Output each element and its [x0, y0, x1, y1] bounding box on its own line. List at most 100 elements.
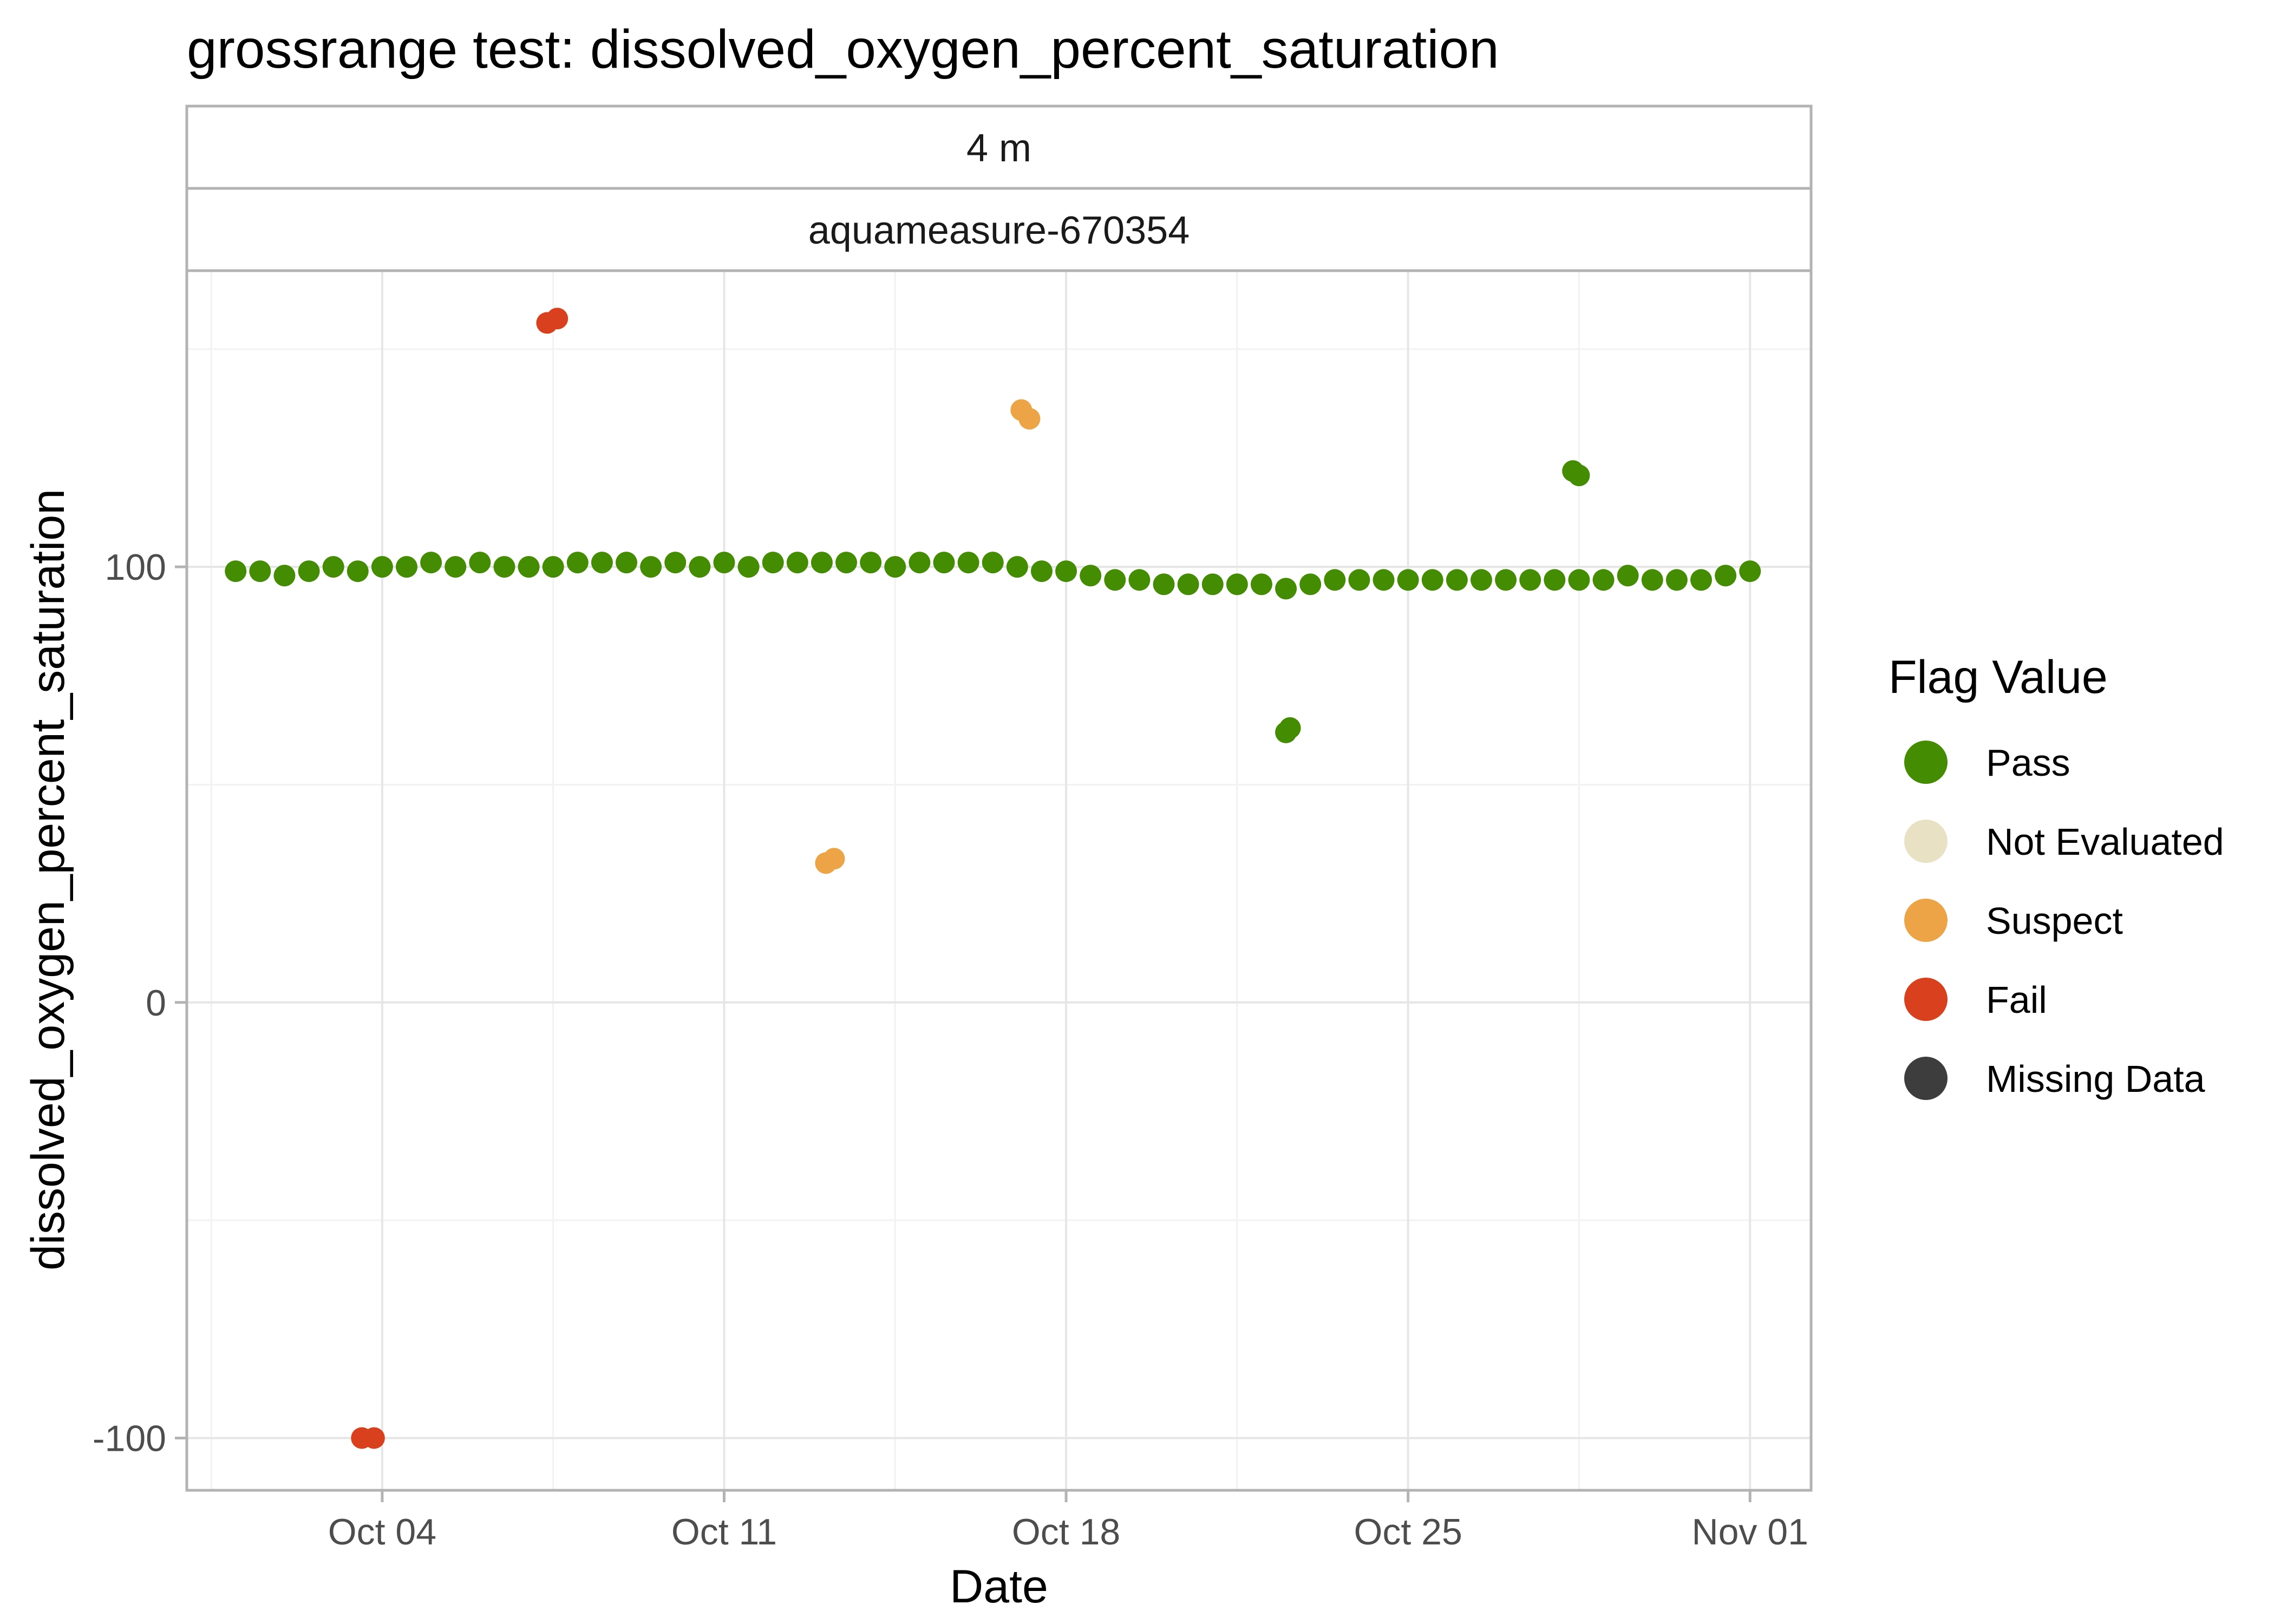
- x-tick-label: Oct 11: [671, 1511, 777, 1553]
- point-pass: [1568, 569, 1590, 591]
- point-pass: [371, 556, 393, 578]
- data-points: [225, 307, 1761, 1449]
- point-pass: [591, 552, 613, 574]
- y-tick-label: 0: [146, 983, 166, 1024]
- point-pass: [1201, 573, 1224, 595]
- legend-label-fail: Fail: [1986, 979, 2047, 1021]
- point-pass: [835, 552, 858, 574]
- point-pass: [1006, 556, 1028, 578]
- point-pass: [713, 552, 735, 574]
- legend-label-missing-data: Missing Data: [1986, 1058, 2205, 1100]
- point-pass: [1617, 565, 1639, 587]
- point-pass: [737, 556, 760, 578]
- x-tick-label: Nov 01: [1691, 1511, 1808, 1553]
- point-pass: [957, 552, 979, 574]
- point-suspect: [823, 848, 845, 870]
- y-tick-label: -100: [93, 1418, 166, 1459]
- point-pass: [1495, 569, 1517, 591]
- point-pass: [1279, 717, 1301, 739]
- point-pass: [1397, 569, 1419, 591]
- point-pass: [1690, 569, 1712, 591]
- x-axis: Oct 04 Oct 11 Oct 18 Oct 25 Nov 01: [328, 1490, 1808, 1553]
- point-pass: [1715, 565, 1737, 587]
- point-pass: [982, 552, 1004, 574]
- legend-label-suspect: Suspect: [1986, 900, 2123, 942]
- point-pass: [469, 552, 491, 574]
- point-pass: [542, 556, 564, 578]
- point-pass: [1055, 560, 1077, 582]
- facet-strip-2-box: [185, 187, 1813, 272]
- point-pass: [1641, 569, 1663, 591]
- point-pass: [1030, 560, 1053, 582]
- y-axis-title: dissolved_oxygen_percent_saturation: [22, 489, 74, 1271]
- x-tick-label: Oct 18: [1012, 1511, 1120, 1553]
- x-axis-title: Date: [950, 1561, 1048, 1613]
- point-fail: [363, 1427, 385, 1449]
- point-pass: [1104, 569, 1126, 591]
- legend-key-missing-data: [1904, 1057, 1948, 1100]
- facet-label-depth: 4 m: [966, 127, 1031, 170]
- point-pass: [347, 560, 369, 582]
- point-pass: [1446, 569, 1468, 591]
- major-gridlines: [187, 271, 1811, 1490]
- point-pass: [1592, 569, 1615, 591]
- x-tick-label: Oct 25: [1354, 1511, 1462, 1553]
- point-pass: [1373, 569, 1395, 591]
- point-pass: [933, 552, 955, 574]
- point-pass: [664, 552, 687, 574]
- point-pass: [445, 556, 467, 578]
- legend-title: Flag Value: [1889, 651, 2108, 703]
- point-pass: [1128, 569, 1151, 591]
- point-pass: [322, 556, 344, 578]
- point-pass: [1470, 569, 1492, 591]
- x-tick-label: Oct 04: [328, 1511, 436, 1553]
- point-pass: [249, 560, 271, 582]
- legend-key-pass: [1904, 741, 1948, 784]
- point-pass: [1080, 565, 1102, 587]
- y-tick-label: 100: [105, 547, 166, 588]
- point-pass: [762, 552, 784, 574]
- y-axis: -100 0 100: [93, 547, 187, 1459]
- point-pass: [493, 556, 515, 578]
- point-pass: [1177, 573, 1199, 595]
- chart-title: grossrange test: dissolved_oxygen_percen…: [187, 19, 1499, 80]
- point-pass: [518, 556, 540, 578]
- point-pass: [616, 552, 638, 574]
- legend-key-not-evaluated: [1904, 820, 1948, 863]
- point-pass: [1665, 569, 1688, 591]
- point-pass: [1519, 569, 1541, 591]
- point-pass: [1226, 573, 1248, 595]
- legend-key-suspect: [1904, 899, 1948, 942]
- point-pass: [1299, 573, 1322, 595]
- legend-key-fail: [1904, 978, 1948, 1021]
- panel-border: [185, 269, 1813, 1492]
- point-pass: [811, 552, 833, 574]
- point-pass: [225, 560, 247, 582]
- legend-label-not-evaluated: Not Evaluated: [1986, 821, 2224, 863]
- point-pass: [1324, 569, 1346, 591]
- minor-gridlines: [187, 271, 1811, 1490]
- point-pass: [273, 565, 296, 587]
- point-pass: [860, 552, 882, 574]
- point-pass: [1153, 573, 1175, 595]
- legend-label-pass: Pass: [1986, 742, 2070, 784]
- point-pass: [1421, 569, 1443, 591]
- facet-strip-2: aquameasure-670354: [185, 187, 1813, 272]
- point-pass: [1544, 569, 1566, 591]
- point-pass: [1275, 578, 1297, 600]
- point-pass: [884, 556, 906, 578]
- facet-strip-1-box: [185, 104, 1813, 190]
- point-pass: [566, 552, 589, 574]
- point-pass: [1739, 560, 1761, 582]
- point-pass: [396, 556, 418, 578]
- point-pass: [689, 556, 711, 578]
- facet-strip-1: 4 m: [185, 104, 1813, 190]
- point-suspect: [1018, 408, 1041, 430]
- facet-label-sensor: aquameasure-670354: [808, 209, 1190, 252]
- point-pass: [1348, 569, 1370, 591]
- point-pass: [1250, 573, 1272, 595]
- point-pass: [909, 552, 931, 574]
- point-pass: [640, 556, 662, 578]
- point-pass: [298, 560, 320, 582]
